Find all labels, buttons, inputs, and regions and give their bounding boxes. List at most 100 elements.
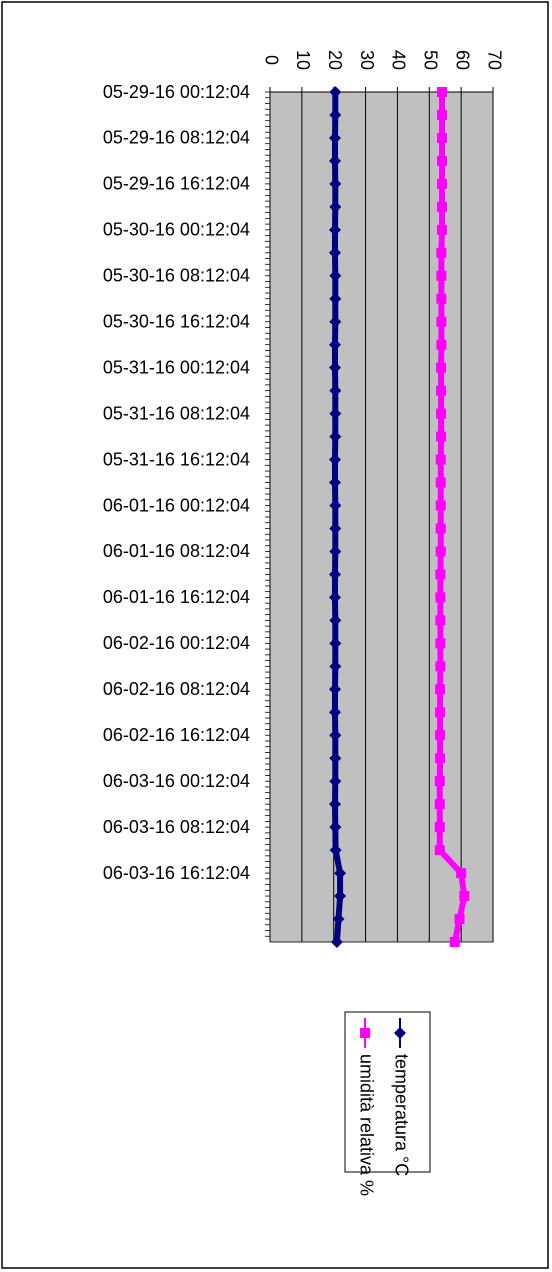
data-point [329, 499, 342, 512]
data-point [329, 729, 342, 742]
data-point [328, 591, 341, 604]
data-point [328, 453, 341, 466]
data-point [437, 178, 448, 189]
category-label: 05-30-16 16:12:04 [103, 311, 250, 331]
data-point [329, 660, 342, 673]
data-point [329, 775, 342, 788]
category-label: 06-01-16 08:12:04 [103, 541, 250, 561]
category-label: 06-01-16 00:12:04 [103, 495, 250, 515]
legend-marker [394, 1027, 406, 1039]
value-tick-label: 40 [389, 50, 409, 70]
data-point [329, 407, 342, 420]
data-point [328, 476, 341, 489]
data-point [454, 914, 465, 925]
category-label: 06-02-16 16:12:04 [103, 725, 250, 745]
data-point [334, 867, 347, 880]
data-point [435, 615, 446, 626]
value-tick-label: 10 [293, 50, 313, 70]
data-point [328, 568, 341, 581]
legend-marker [360, 1028, 370, 1038]
data-point [329, 637, 342, 650]
data-point [435, 707, 446, 718]
data-point [435, 454, 446, 465]
data-point [456, 868, 467, 879]
category-label: 05-29-16 16:12:04 [103, 174, 250, 194]
data-point [435, 523, 446, 534]
data-point [329, 86, 342, 98]
data-point [329, 522, 342, 535]
data-point [328, 154, 341, 167]
data-point [435, 500, 446, 511]
data-point [437, 132, 448, 143]
data-point [435, 730, 446, 741]
category-label: 05-30-16 00:12:04 [103, 220, 250, 240]
data-point [329, 545, 342, 558]
data-point [329, 292, 342, 305]
legend-label: umidità relativa % [356, 1054, 376, 1196]
data-point [329, 315, 342, 328]
data-point [435, 684, 446, 695]
category-label: 06-01-16 16:12:04 [103, 587, 250, 607]
data-point [328, 798, 341, 811]
data-point [435, 753, 446, 764]
data-point [328, 246, 341, 259]
value-tick-label: 50 [421, 50, 441, 70]
category-label: 05-31-16 08:12:04 [103, 403, 250, 423]
category-label: 05-29-16 00:12:04 [103, 82, 250, 102]
category-label: 05-31-16 00:12:04 [103, 357, 250, 377]
data-point [329, 430, 342, 443]
data-point [437, 224, 448, 235]
data-point [328, 361, 341, 374]
data-point [436, 408, 447, 419]
data-point [329, 177, 342, 190]
data-point [329, 844, 342, 857]
data-point [437, 201, 448, 212]
data-point [329, 108, 342, 121]
data-point [437, 155, 448, 166]
category-label: 05-31-16 16:12:04 [103, 449, 250, 469]
data-point [435, 592, 446, 603]
category-label: 06-03-16 08:12:04 [103, 817, 250, 837]
data-point [436, 316, 447, 327]
category-label: 06-02-16 00:12:04 [103, 633, 250, 653]
data-point [436, 339, 447, 350]
value-tick-label: 30 [357, 50, 377, 70]
data-point [434, 776, 445, 787]
category-label: 06-03-16 16:12:04 [103, 863, 250, 883]
category-label: 06-02-16 08:12:04 [103, 679, 250, 699]
data-point [435, 546, 446, 557]
value-tick-label: 70 [484, 50, 504, 70]
data-point [436, 362, 447, 373]
data-point [329, 384, 342, 397]
data-point [436, 293, 447, 304]
data-point [329, 821, 342, 834]
data-point [329, 200, 342, 213]
data-point [328, 338, 341, 351]
data-point [332, 913, 345, 926]
data-point [435, 477, 446, 488]
data-point [436, 431, 447, 442]
value-tick-label: 60 [452, 50, 472, 70]
data-point [437, 87, 448, 97]
data-point [329, 614, 342, 627]
data-point [434, 822, 445, 833]
data-point [328, 223, 341, 236]
category-label: 05-29-16 08:12:04 [103, 128, 250, 148]
data-point [329, 269, 342, 282]
data-point [334, 890, 347, 903]
value-tick-label: 20 [325, 50, 345, 70]
data-point [329, 752, 342, 765]
data-point [434, 799, 445, 810]
category-label: 05-30-16 08:12:04 [103, 266, 250, 286]
data-point [459, 891, 470, 902]
value-tick-label: 0 [261, 55, 281, 65]
category-label: 06-03-16 00:12:04 [103, 771, 250, 791]
data-point [328, 131, 341, 144]
data-point [436, 270, 447, 281]
data-point [436, 247, 447, 258]
plot-area [270, 92, 493, 942]
data-point [435, 638, 446, 649]
legend-box [344, 1011, 431, 1173]
data-point [449, 937, 460, 947]
